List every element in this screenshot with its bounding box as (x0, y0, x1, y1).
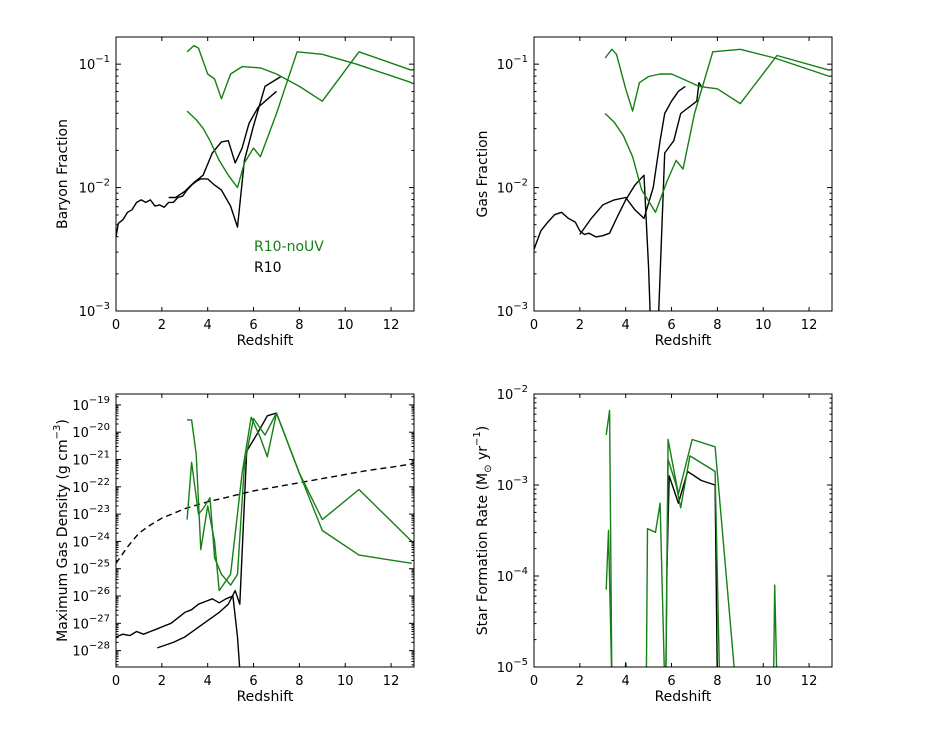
plot-frame (533, 36, 833, 312)
y-tick-label: 10−23 (72, 504, 110, 523)
x-tick-label: 4 (204, 674, 212, 689)
panel-gas-fraction: 0 2 4 6 8 10 12 10−1 10−2 10−3 Redshift Gas Fractio… (475, 36, 833, 349)
x-tick-label: 0 (530, 318, 538, 333)
series-line-r10-nouv-b (604, 48, 830, 112)
series-line-r10-nouv-a (604, 48, 830, 213)
series-line-r10-a (116, 75, 282, 238)
x-tick-label: 6 (667, 674, 675, 689)
x-tick-label: 4 (622, 674, 630, 689)
y-tick-label: 10−2 (79, 178, 110, 197)
series-line-r10-b (168, 90, 277, 199)
x-tick-label: 4 (204, 318, 212, 333)
legend-entry-r10-nouv: R10-noUV (254, 239, 324, 255)
series-line-r10-b (157, 412, 277, 649)
series-line-r10-nouv-a (186, 51, 412, 189)
series-line-r10-nouv-a (605, 529, 613, 667)
series-line-r10-nouv-a (186, 412, 412, 586)
panel-baryon-fraction: 0 2 4 6 8 10 12 10−1 10−2 10−3 Redshift Baryon Frac… (55, 36, 415, 349)
series-line-r10-nouv-c (624, 661, 627, 667)
series-line-r10-nouv-b (605, 409, 613, 667)
y-tick-label: 10−3 (497, 475, 528, 494)
series-line-r10-nouv-d (645, 502, 665, 667)
series-group (534, 48, 830, 311)
y-tick-label: 10−1 (497, 54, 528, 73)
x-tick-label: 2 (158, 318, 166, 333)
y-tick-label: 10−3 (79, 301, 110, 320)
x-tick-label: 8 (713, 674, 721, 689)
x-tick-label: 0 (112, 318, 120, 333)
x-tick-label: 8 (295, 318, 303, 333)
series-line-mean-density (116, 462, 414, 564)
y-axis-label: Star Formation Rate (M⊙ yr−1) (472, 426, 494, 635)
x-tick-label: 10 (337, 674, 354, 689)
x-tick-label: 2 (576, 318, 584, 333)
plot-frame (115, 393, 415, 668)
series-line-r10-nouv-f (665, 438, 735, 667)
x-tick-label: 12 (383, 318, 400, 333)
y-tick-label: 10−26 (72, 586, 110, 605)
x-tick-label: 10 (337, 318, 354, 333)
x-axis-label: Redshift (237, 333, 294, 349)
legend-entry-r10: R10 (254, 260, 282, 276)
x-tick-label: 12 (801, 318, 818, 333)
x-axis-label: Redshift (655, 689, 712, 705)
x-axis-label: Redshift (655, 333, 712, 349)
x-tick-label: 2 (576, 674, 584, 689)
y-tick-label: 10−4 (497, 566, 528, 585)
y-axis-label: Baryon Fraction (55, 119, 71, 229)
y-tick-label: 10−3 (497, 301, 528, 320)
series-group (116, 412, 414, 667)
panel-star-formation-rate: 0 2 4 6 8 10 12 10−2 10−3 10−4 10−5 Redshift Star Fo… (472, 384, 833, 705)
x-tick-label: 0 (112, 674, 120, 689)
y-tick-label: 10−21 (72, 450, 110, 469)
y-tick-label: 10−2 (497, 384, 528, 403)
x-tick-label: 6 (667, 318, 675, 333)
x-tick-label: 4 (622, 318, 630, 333)
x-tick-label: 2 (158, 674, 166, 689)
series-line-r10-nouv-g (773, 584, 778, 667)
x-tick-label: 10 (755, 318, 772, 333)
series-line-r10-nouv-b (187, 412, 413, 592)
x-axis-label: Redshift (237, 689, 294, 705)
y-tick-label: 10−2 (497, 178, 528, 197)
panel-maximum-gas-density: 0 2 4 6 8 10 12 10−19 10−20 10−21 10−22 10−23 10−24 1… (52, 393, 415, 705)
series-line-r10-a (534, 174, 651, 311)
plot-frame (115, 36, 415, 312)
y-tick-label: 10−1 (79, 54, 110, 73)
series-group (605, 409, 778, 667)
series-line-r10-a (666, 470, 718, 667)
y-tick-label: 10−24 (72, 531, 110, 550)
y-tick-label: 10−20 (72, 422, 110, 441)
x-tick-label: 8 (295, 674, 303, 689)
y-axis-label: Gas Fraction (475, 130, 491, 217)
x-tick-label: 6 (249, 674, 257, 689)
x-tick-label: 12 (801, 674, 818, 689)
plot-frame (533, 393, 833, 668)
series-group (116, 44, 412, 238)
y-tick-label: 10−22 (72, 477, 110, 496)
x-tick-label: 8 (713, 318, 721, 333)
series-line-r10-a (116, 595, 241, 667)
y-tick-label: 10−19 (72, 395, 110, 414)
x-tick-label: 12 (383, 674, 400, 689)
series-line-r10-nouv-b (186, 44, 412, 102)
series-line-r10-b (579, 85, 686, 235)
x-tick-label: 6 (249, 318, 257, 333)
series-line-r10-c (658, 82, 702, 311)
x-tick-label: 10 (755, 674, 772, 689)
y-tick-label: 10−28 (72, 641, 110, 660)
x-tick-label: 0 (530, 674, 538, 689)
y-tick-label: 10−27 (72, 613, 110, 632)
y-tick-label: 10−5 (497, 657, 528, 676)
y-tick-label: 10−25 (72, 559, 110, 578)
y-axis-label: Maximum Gas Density (g cm−3) (52, 419, 71, 642)
